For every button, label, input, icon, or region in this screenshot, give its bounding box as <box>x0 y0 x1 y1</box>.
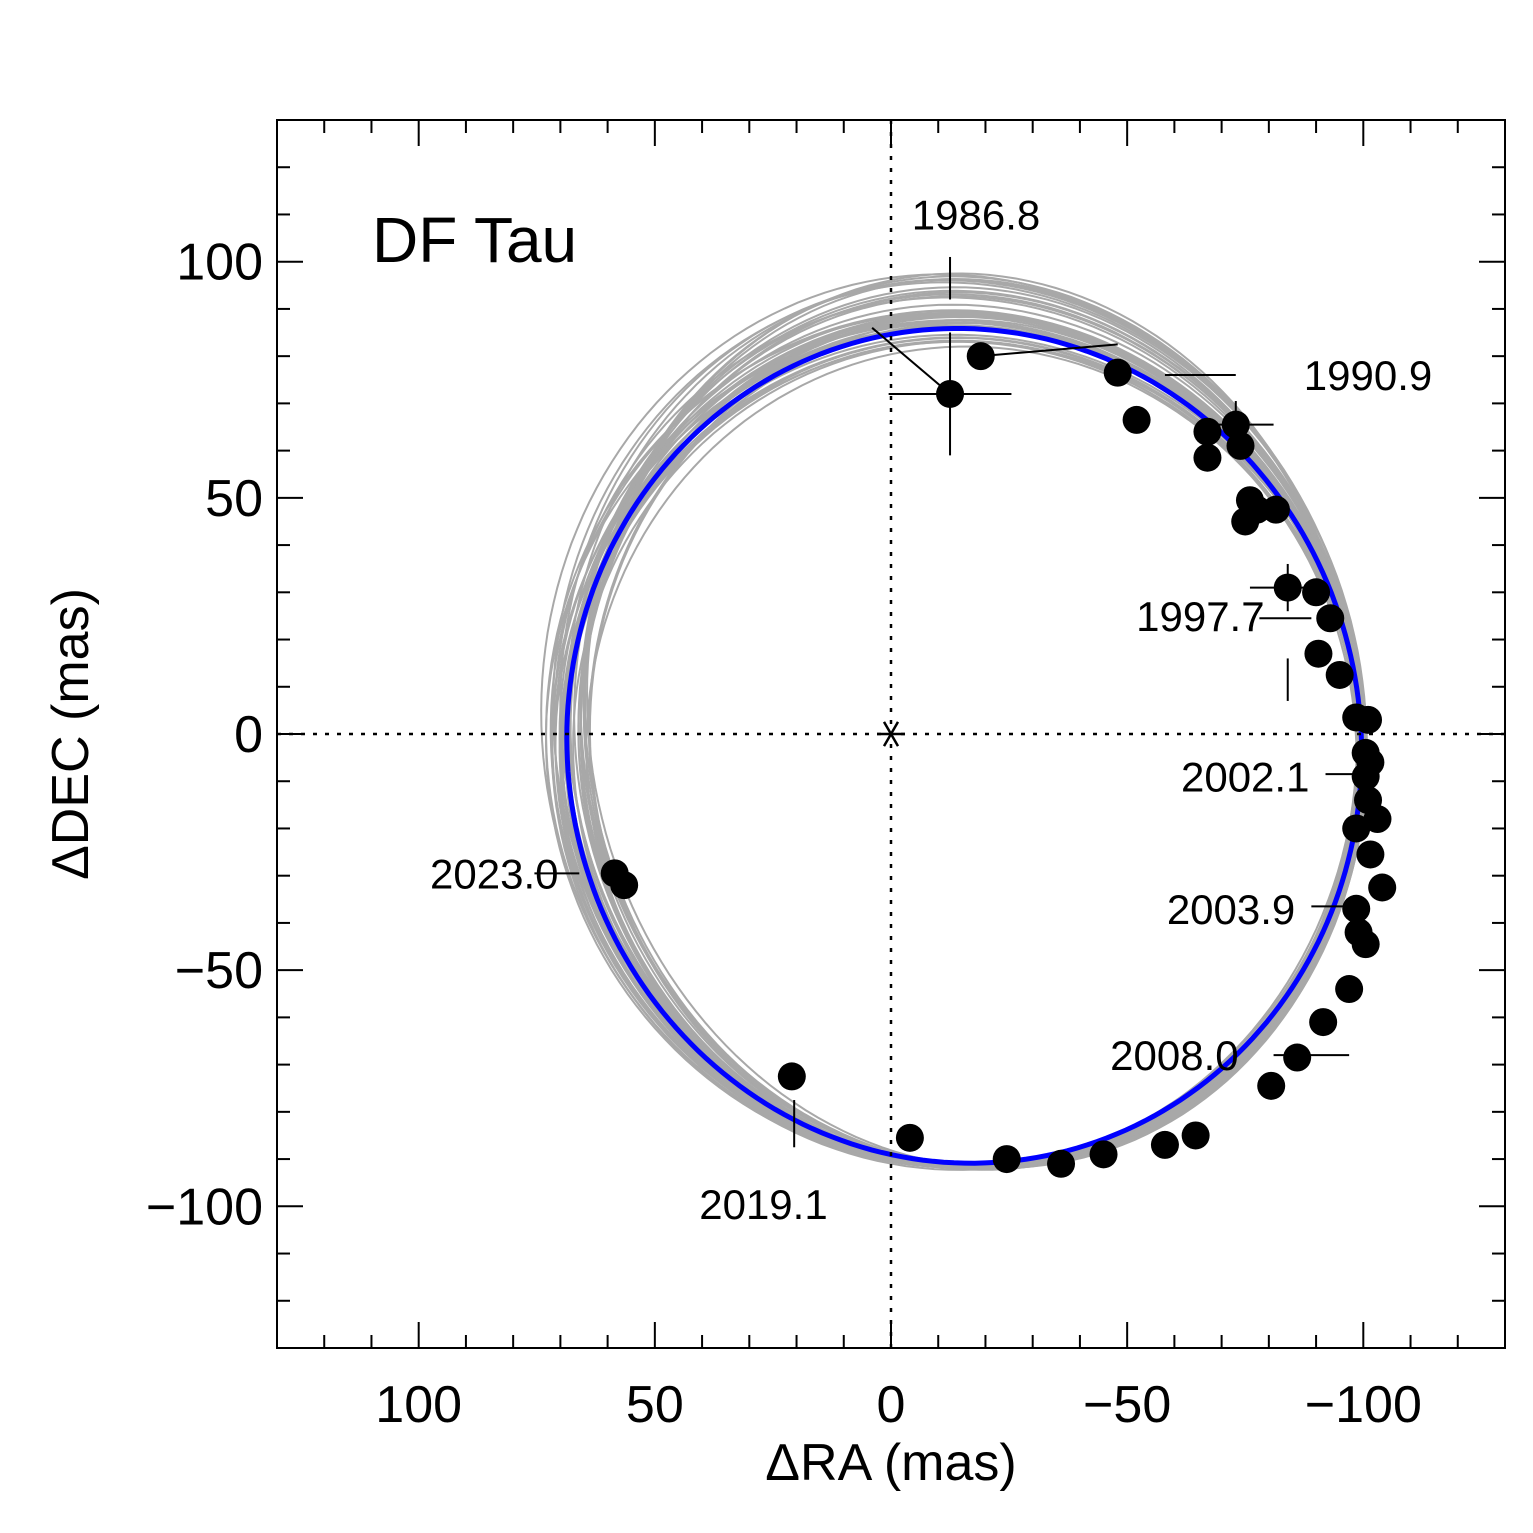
x-tick-label: 100 <box>375 1376 462 1434</box>
sample-orbits-group <box>540 272 1369 1171</box>
data-point <box>1193 443 1222 472</box>
epoch-label: 2023.0 <box>430 850 558 897</box>
x-axis-label: ΔRA (mas) <box>765 1434 1016 1492</box>
sample-orbit <box>552 281 1368 1170</box>
epoch-label: 2019.1 <box>699 1181 827 1228</box>
data-point <box>992 1145 1021 1174</box>
data-point <box>1316 604 1345 633</box>
axis-tick-labels: 100 50 0 −50 −100 100 50 0 −50 −100 <box>146 234 1422 1434</box>
data-points-group <box>600 332 1397 1178</box>
epoch-label: 2003.9 <box>1167 886 1295 933</box>
data-point <box>1351 930 1380 959</box>
y-tick-label: 100 <box>176 234 263 292</box>
data-point <box>1342 814 1371 843</box>
data-point <box>936 379 965 408</box>
x-tick-label: −50 <box>1083 1376 1171 1434</box>
data-point <box>966 342 995 371</box>
data-point <box>1221 410 1250 439</box>
connector-line <box>980 343 1118 358</box>
data-point <box>1354 705 1383 734</box>
axis-ticks <box>277 120 1505 1348</box>
y-tick-label: −50 <box>175 942 263 1000</box>
data-point <box>1047 1149 1076 1178</box>
y-tick-label: 50 <box>205 470 263 528</box>
data-point <box>1257 1071 1286 1100</box>
y-tick-label: 0 <box>234 706 263 764</box>
star-asterisk-stroke <box>882 721 900 747</box>
sample-orbit <box>564 336 1360 1168</box>
data-point <box>1089 1140 1118 1169</box>
data-point <box>1342 894 1371 923</box>
connector-line <box>871 327 951 395</box>
best-fit-orbit-group <box>564 326 1365 1166</box>
x-tick-label: 0 <box>877 1376 906 1434</box>
data-point <box>1273 573 1302 602</box>
x-tick-label: −100 <box>1305 1376 1422 1434</box>
best-fit-orbit <box>564 326 1365 1166</box>
data-point <box>1304 639 1333 668</box>
epoch-label: 2002.1 <box>1181 754 1309 801</box>
data-point <box>610 871 639 900</box>
y-tick-label: −100 <box>146 1178 263 1236</box>
data-point <box>1335 975 1364 1004</box>
data-point <box>1103 358 1132 387</box>
data-point <box>1226 431 1255 460</box>
data-point <box>1325 660 1354 689</box>
data-point <box>777 1062 806 1091</box>
data-point <box>1351 762 1380 791</box>
data-point <box>1356 840 1385 869</box>
data-point <box>1193 417 1222 446</box>
data-point <box>1302 578 1331 607</box>
epoch-label: 1997.7 <box>1136 593 1264 640</box>
y-axis-label: ΔDEC (mas) <box>42 588 100 880</box>
epoch-label: 1990.9 <box>1304 352 1432 399</box>
data-point <box>1150 1130 1179 1159</box>
data-point <box>1363 805 1392 834</box>
data-point <box>1283 1043 1312 1072</box>
epoch-annotations: 1986.8 1990.9 1997.7 2002.1 2003.9 2008.0 2019… <box>430 191 1432 1227</box>
epoch-label: 1986.8 <box>912 191 1040 238</box>
data-point <box>1181 1121 1210 1150</box>
primary-star-marker <box>877 721 905 747</box>
data-point <box>1261 495 1290 524</box>
data-point <box>895 1123 924 1152</box>
x-tick-label: 50 <box>626 1376 684 1434</box>
data-point <box>1309 1008 1338 1037</box>
data-point <box>1122 405 1151 434</box>
data-point <box>1368 873 1397 902</box>
epoch-label: 2008.0 <box>1110 1032 1238 1079</box>
chart-title: DF Tau <box>372 204 577 276</box>
